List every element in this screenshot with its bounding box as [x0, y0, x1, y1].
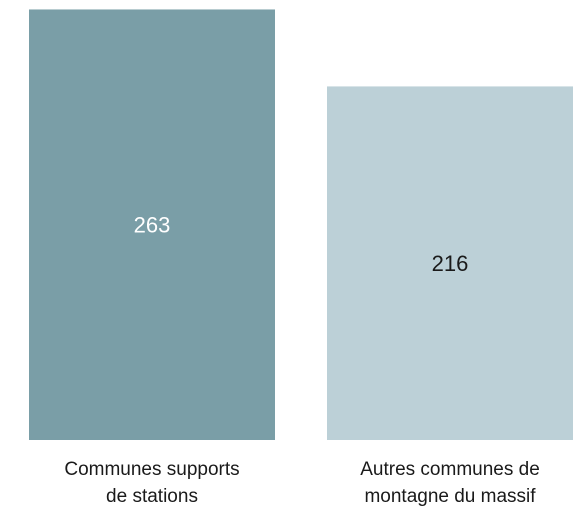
category-label-2-line-2: montagne du massif	[364, 486, 536, 507]
category-labels-group: Communes supports de stations Autres commu…	[64, 459, 539, 507]
bars-group	[29, 9, 573, 441]
category-label-1-line-1: Communes supports	[64, 459, 239, 480]
bar-value-label-2: 216	[432, 251, 469, 276]
value-labels-group: 263 216	[134, 213, 469, 276]
category-label-2-line-1: Autres communes de	[360, 459, 540, 480]
bar-value-label-1: 263	[134, 213, 171, 238]
bar-2	[327, 86, 573, 441]
category-label-1-line-2: de stations	[106, 486, 198, 507]
bar-1	[29, 9, 275, 441]
